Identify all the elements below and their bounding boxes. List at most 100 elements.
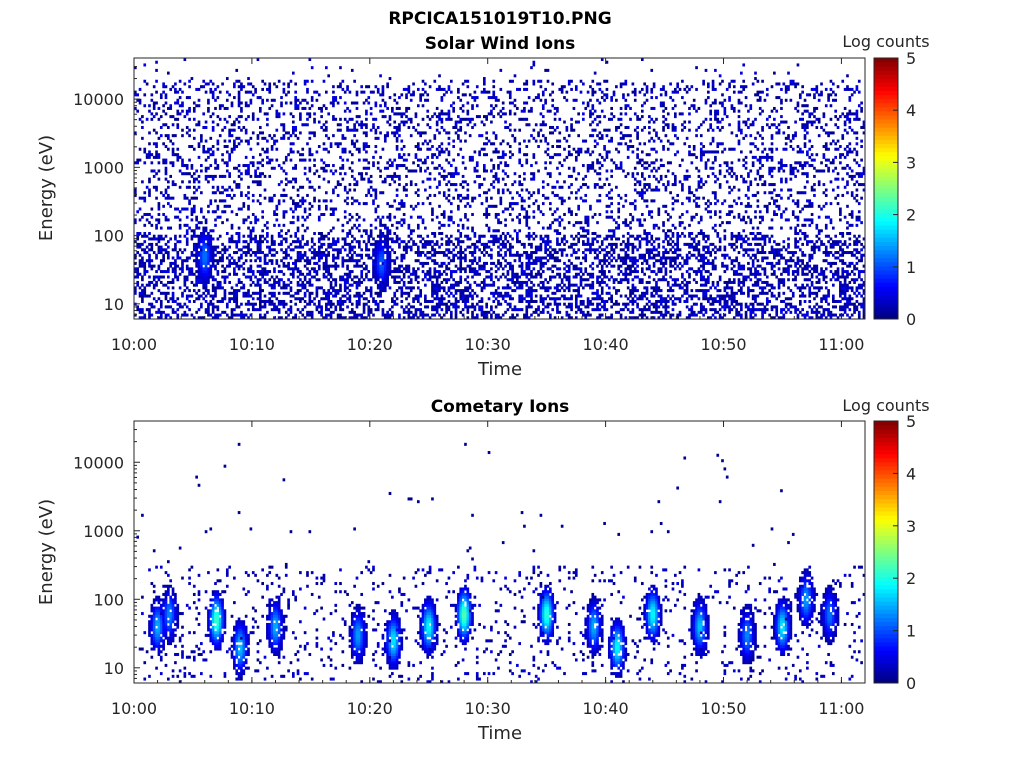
heatmap-cell <box>188 145 191 149</box>
heatmap-cell <box>440 109 444 113</box>
heatmap-cell <box>334 96 338 100</box>
heatmap-cell <box>461 289 465 293</box>
heatmap-cell <box>409 229 413 233</box>
heatmap-cell <box>558 310 562 314</box>
heatmap-cell <box>195 291 198 295</box>
heatmap-cell <box>310 153 314 157</box>
heatmap-cell <box>369 278 373 282</box>
heatmap-cell <box>268 161 272 165</box>
heatmap-cell <box>466 193 470 197</box>
heatmap-cell <box>249 147 253 151</box>
heatmap-cell <box>247 299 250 303</box>
heatmap-cell <box>141 256 144 260</box>
heatmap-cell <box>200 207 203 211</box>
heatmap-cell <box>520 297 524 301</box>
heatmap-cell <box>256 278 260 282</box>
heatmap-cell <box>348 212 352 216</box>
heatmap-cell <box>471 226 474 230</box>
heatmap-cell <box>263 302 267 306</box>
heatmap-cell <box>237 174 241 178</box>
heatmap-cell <box>419 261 422 265</box>
heatmap-cell <box>268 85 272 89</box>
heatmap-cell <box>376 275 380 279</box>
heatmap-cell <box>348 289 352 293</box>
heatmap-cell <box>270 196 274 200</box>
heatmap-cell <box>174 242 177 246</box>
heatmap-cell <box>277 199 281 203</box>
heatmap-cell <box>468 286 472 290</box>
heatmap-cell <box>508 267 512 271</box>
heatmap-cell <box>159 261 163 265</box>
heatmap-cell <box>586 302 590 306</box>
heatmap-cell <box>261 316 264 320</box>
heatmap-cell <box>216 286 220 290</box>
heatmap-cell <box>209 256 213 260</box>
heatmap-cell <box>379 259 382 263</box>
heatmap-cell <box>240 264 243 268</box>
heatmap-cell <box>282 299 286 303</box>
heatmap-cell <box>353 183 356 187</box>
heatmap-cell <box>419 147 422 151</box>
heatmap-cell <box>452 125 455 129</box>
heatmap-cell <box>221 128 224 132</box>
heatmap-cell <box>284 240 288 244</box>
heatmap-cell <box>525 267 529 271</box>
heatmap-cell <box>202 245 206 249</box>
heatmap-cell <box>586 232 590 236</box>
heatmap-cell <box>530 164 533 168</box>
heatmap-cell <box>214 267 217 271</box>
heatmap-cell <box>523 316 526 320</box>
heatmap-cell <box>582 302 585 306</box>
heatmap-cell <box>369 294 373 298</box>
heatmap-cell <box>461 82 465 86</box>
heatmap-cell <box>306 259 309 263</box>
heatmap-cell <box>381 313 385 317</box>
heatmap-cell <box>482 82 486 86</box>
heatmap-cell <box>577 172 580 176</box>
heatmap-cell <box>549 226 552 230</box>
heatmap-cell <box>405 174 408 178</box>
heatmap-cell <box>138 294 142 298</box>
heatmap-cell <box>478 299 481 303</box>
heatmap-cell <box>428 316 432 320</box>
heatmap-cell <box>379 229 382 233</box>
heatmap-cell <box>188 185 191 189</box>
heatmap-cell <box>315 261 319 265</box>
heatmap-cell <box>216 270 220 274</box>
heatmap-cell <box>308 278 312 282</box>
heatmap-cell <box>207 278 210 282</box>
heatmap-cell <box>570 297 573 301</box>
heatmap-cell <box>530 109 533 113</box>
heatmap-cell <box>478 240 481 244</box>
heatmap-cell <box>228 155 231 159</box>
heatmap-cell <box>214 305 217 309</box>
heatmap-cell <box>490 158 493 162</box>
heatmap-cell <box>249 229 253 233</box>
heatmap-cell <box>497 240 500 244</box>
heatmap-cell <box>228 139 231 143</box>
heatmap-cell <box>306 261 309 265</box>
heatmap-cell <box>383 237 387 241</box>
heatmap-cell <box>532 155 536 159</box>
heatmap-cell <box>355 259 359 263</box>
heatmap-cell <box>511 183 514 187</box>
heatmap-cell <box>584 106 588 110</box>
heatmap-cell <box>572 275 576 279</box>
heatmap-cell <box>325 134 328 138</box>
heatmap-cell <box>433 261 437 265</box>
heatmap-cell <box>414 270 418 274</box>
heatmap-cell <box>360 294 364 298</box>
heatmap-cell <box>513 112 517 116</box>
heatmap-cell <box>207 147 210 151</box>
heatmap-cell <box>181 128 184 132</box>
heatmap-cell <box>530 294 533 298</box>
heatmap-cell <box>200 302 203 306</box>
heatmap-cell <box>141 278 144 282</box>
heatmap-cell <box>247 185 250 189</box>
heatmap-cell <box>258 172 262 176</box>
heatmap-cell <box>558 275 562 279</box>
heatmap-cell <box>452 259 455 263</box>
heatmap-cell <box>544 196 547 200</box>
heatmap-cell <box>204 174 208 178</box>
heatmap-cell <box>346 297 349 301</box>
